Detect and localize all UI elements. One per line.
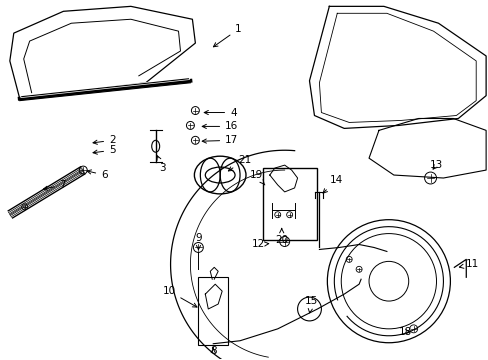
Text: 20: 20	[275, 229, 288, 244]
Text: 11: 11	[458, 259, 479, 269]
Text: 12: 12	[251, 239, 268, 249]
Text: 6: 6	[87, 170, 107, 180]
Text: 7: 7	[43, 180, 66, 190]
Text: 16: 16	[202, 121, 238, 131]
Text: 19: 19	[249, 170, 264, 185]
Text: 1: 1	[213, 24, 241, 47]
Text: 9: 9	[195, 233, 202, 249]
Text: 15: 15	[304, 296, 318, 313]
Text: 8: 8	[209, 346, 216, 356]
Text: 3: 3	[157, 156, 165, 173]
Text: 21: 21	[228, 155, 251, 171]
Text: 5: 5	[93, 145, 116, 155]
Text: 17: 17	[202, 135, 238, 145]
Text: 18: 18	[398, 327, 411, 337]
Text: 4: 4	[204, 108, 236, 117]
Text: 2: 2	[93, 135, 116, 145]
Text: 14: 14	[323, 175, 342, 193]
Text: 13: 13	[429, 160, 442, 170]
Text: 10: 10	[162, 286, 197, 307]
